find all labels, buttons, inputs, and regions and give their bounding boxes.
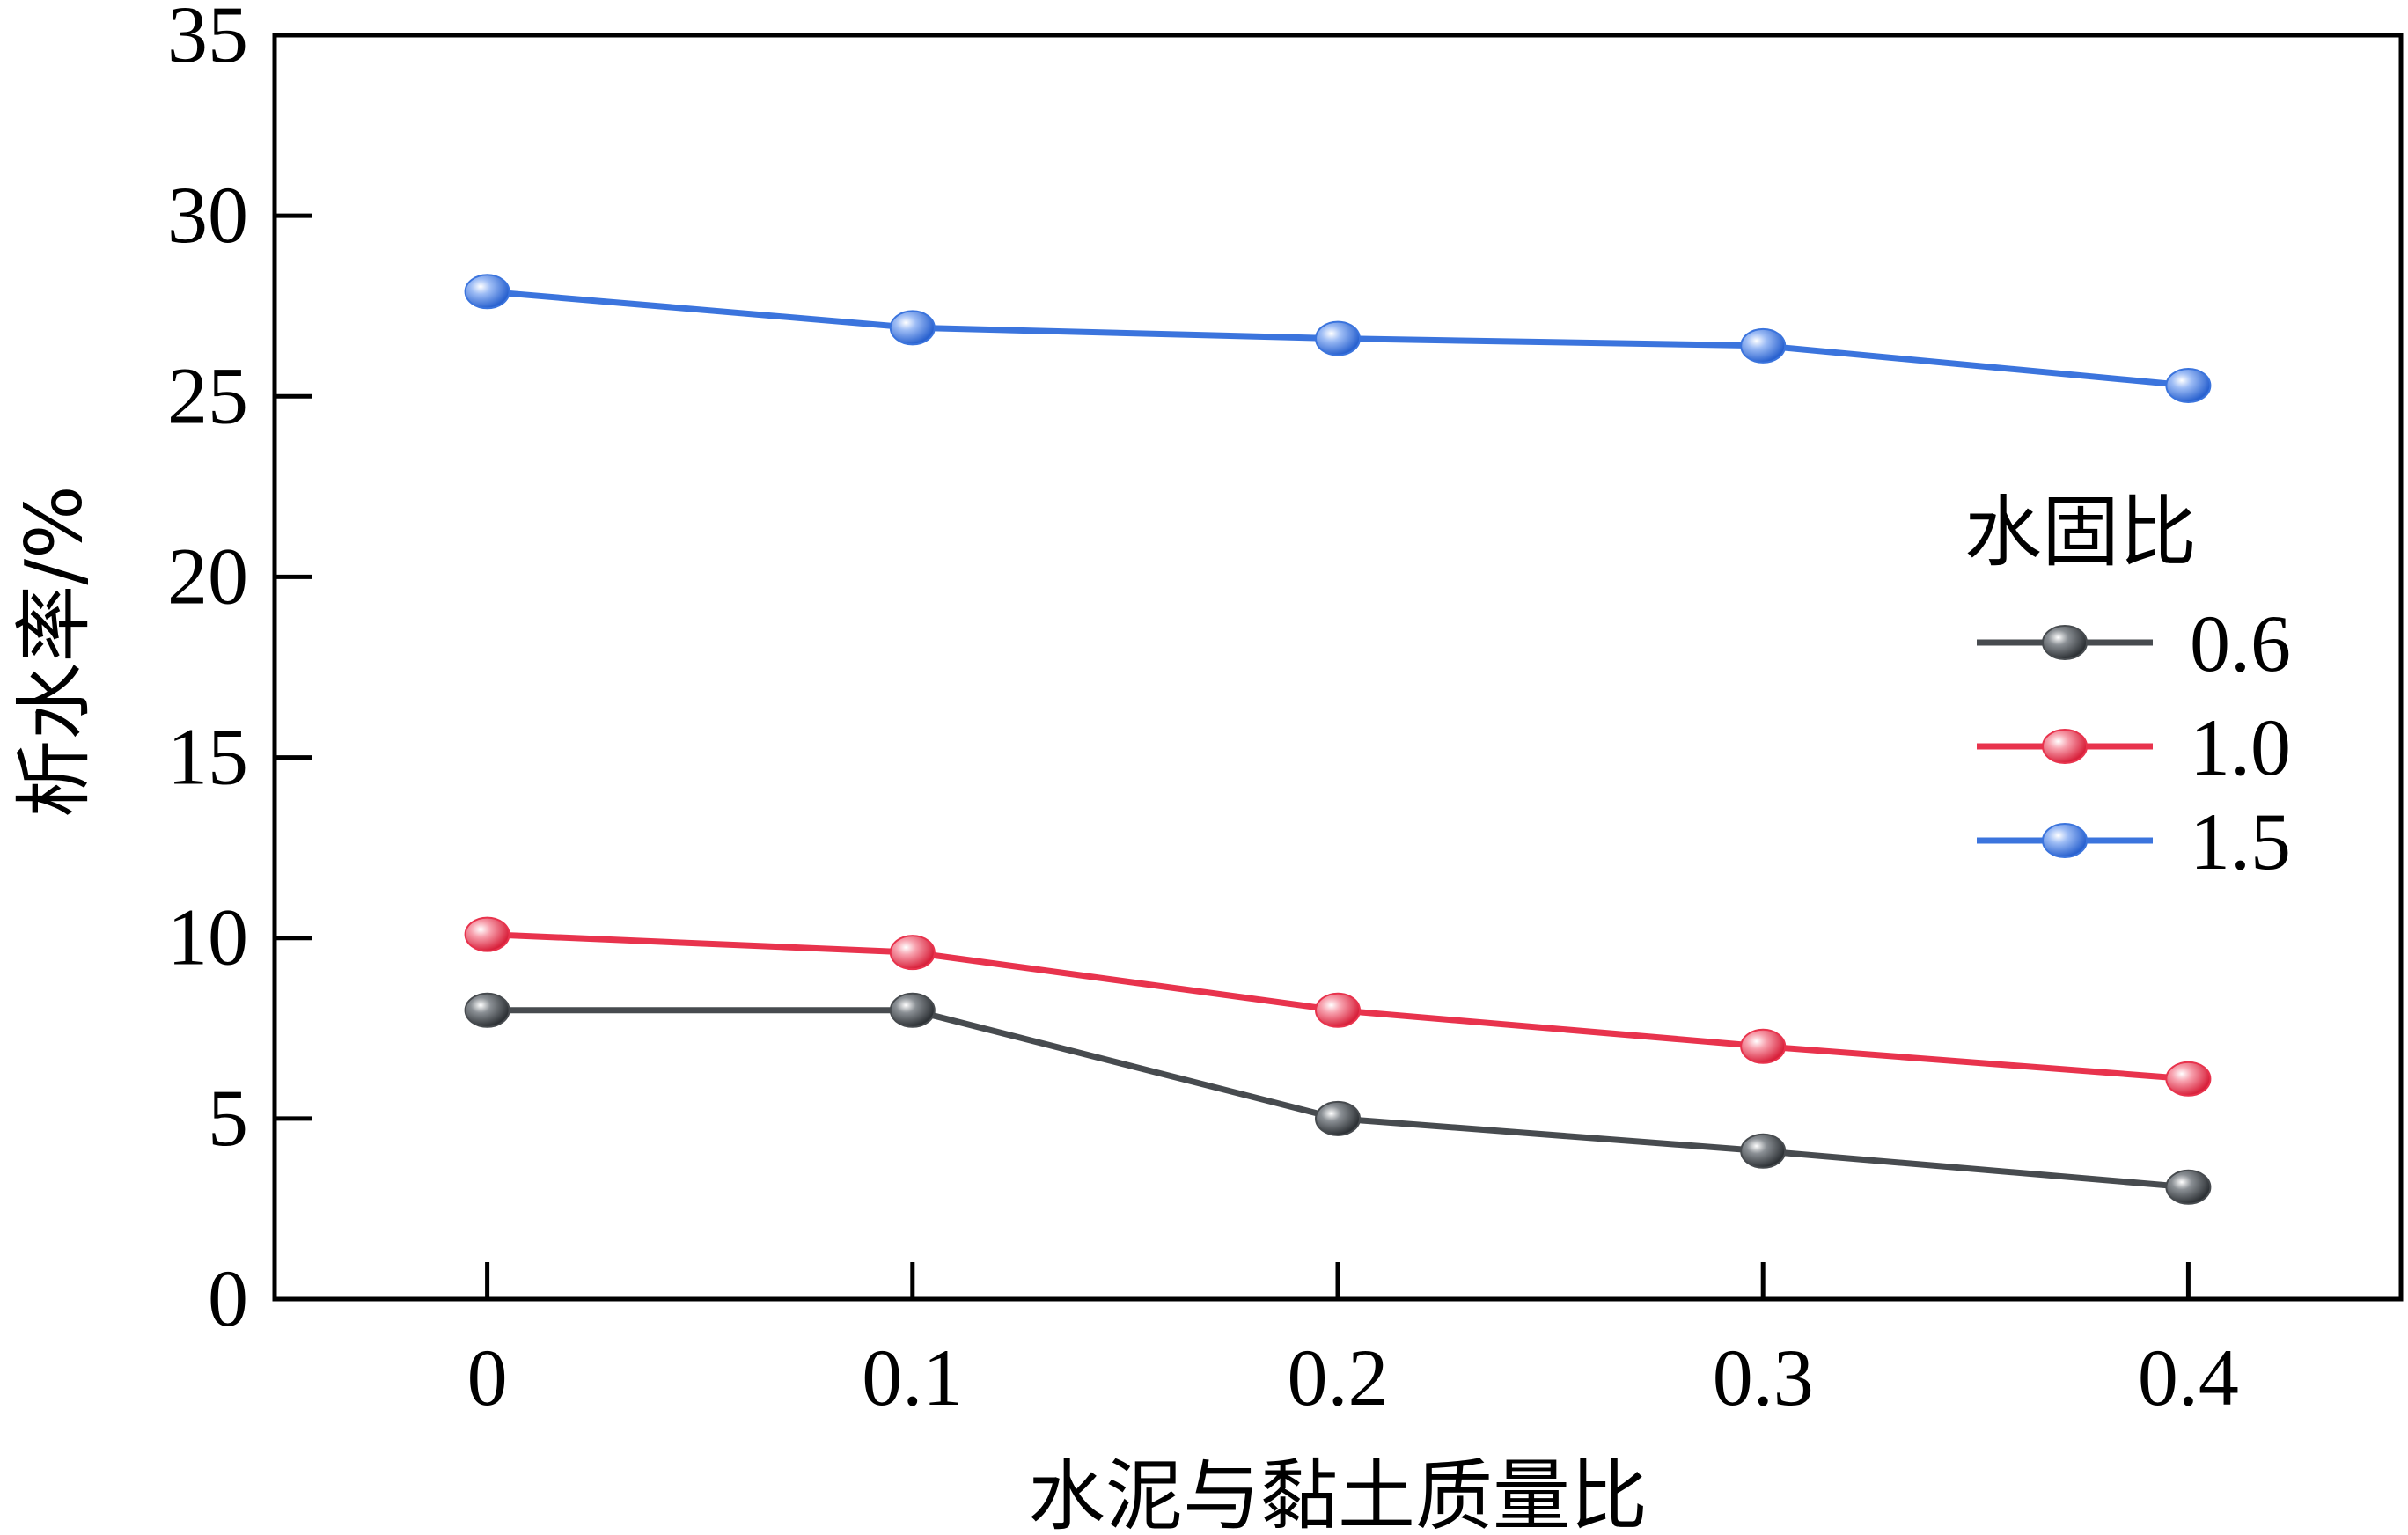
legend-label: 1.5 [2190, 797, 2291, 886]
y-axis: 0 5 10 15 20 25 30 35 [167, 0, 312, 1343]
legend: 水固比 0.6 1.01.5 [1964, 487, 2291, 886]
x-axis-title: 水泥与黏土质量比 [1028, 1451, 1648, 1535]
legend-item-0.6: 0.6 [1977, 599, 2291, 688]
y-tick-label: 0 [208, 1253, 248, 1343]
x-tick-label: 0.4 [2138, 1333, 2239, 1422]
data-point [464, 916, 510, 952]
legend-item-1.0: 1.0 [1977, 702, 2291, 792]
legend-swatch-marker [2042, 823, 2088, 858]
data-point [1740, 327, 1787, 364]
legend-swatch-marker [2042, 729, 2088, 764]
y-tick-label: 20 [167, 531, 248, 621]
data-point [1740, 1133, 1787, 1169]
data-point [2165, 1061, 2212, 1097]
y-tick-label: 35 [167, 0, 248, 79]
series-line [487, 1007, 2189, 1191]
data-point [889, 310, 936, 346]
x-tick-label: 0.2 [1288, 1333, 1389, 1422]
data-point [464, 274, 510, 310]
legend-label: 0.6 [2190, 599, 2291, 688]
y-tick-label: 15 [167, 712, 248, 802]
data-point [1315, 992, 1361, 1028]
data-point [2165, 1169, 2212, 1205]
x-tick-label: 0 [467, 1333, 508, 1422]
y-axis-title: 析水率/% [9, 485, 99, 817]
legend-swatch-marker [2042, 625, 2088, 660]
y-tick-label: 5 [208, 1073, 248, 1163]
legend-item-1.5: 1.5 [1977, 797, 2291, 886]
legend-items: 0.6 1.01.5 [1977, 599, 2291, 886]
data-point [1315, 320, 1361, 356]
data-point [464, 992, 510, 1028]
data-point [889, 935, 936, 971]
legend-title: 水固比 [1964, 487, 2197, 577]
y-tick-label: 30 [167, 170, 248, 260]
series-layer [464, 274, 2212, 1205]
series-0.6 [464, 992, 2212, 1205]
x-tick-label: 0.3 [1713, 1333, 1814, 1422]
data-point [2165, 367, 2212, 403]
series-1.0 [464, 916, 2212, 1097]
data-point [1740, 1028, 1787, 1064]
y-tick-label: 10 [167, 892, 248, 982]
y-tick-label: 25 [167, 350, 248, 440]
data-point [1315, 1100, 1361, 1136]
x-axis: 0 0.1 0.2 0.3 0.4 [467, 1262, 2239, 1422]
x-tick-label: 0.1 [862, 1333, 963, 1422]
legend-label: 1.0 [2190, 702, 2291, 792]
series-1.5 [464, 274, 2212, 403]
data-point [889, 992, 936, 1028]
